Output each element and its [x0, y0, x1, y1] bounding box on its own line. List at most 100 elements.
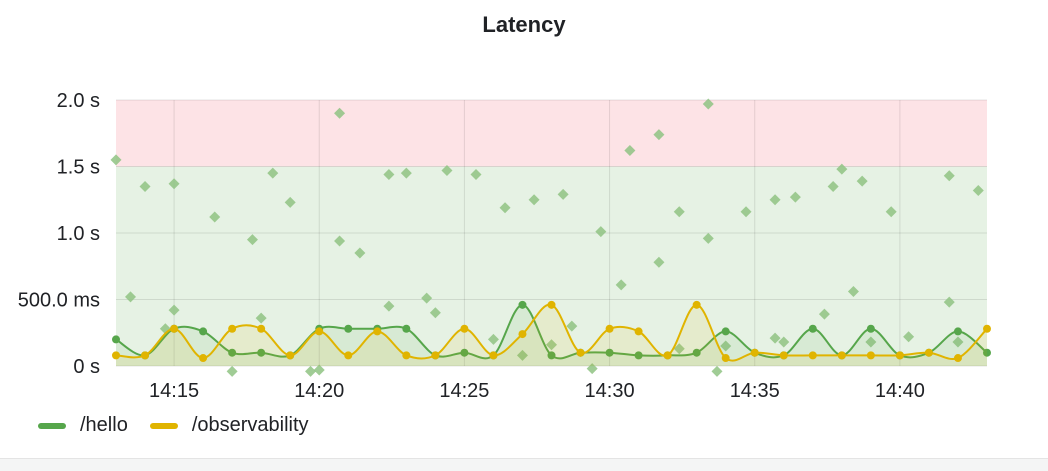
- scatter-point: [836, 163, 848, 175]
- scatter-point: [429, 307, 441, 319]
- scatter-point: [653, 129, 665, 141]
- legend-label: /hello: [80, 414, 128, 436]
- scatter-point: [943, 170, 955, 182]
- legend-swatch: [149, 422, 178, 429]
- scatter-point: [470, 168, 482, 180]
- series-point-1[interactable]: [808, 351, 817, 360]
- x-axis: 14:15 14:20 14:25 14:30 14:35 14:40: [149, 380, 925, 402]
- scatter-point: [246, 234, 258, 246]
- scatter-point: [284, 196, 296, 208]
- series-point-1[interactable]: [547, 300, 556, 309]
- series-point-0[interactable]: [866, 324, 875, 333]
- series-point-1[interactable]: [373, 327, 382, 336]
- series-point-1[interactable]: [489, 351, 498, 360]
- series-point-1[interactable]: [431, 351, 440, 360]
- series-point-1[interactable]: [663, 351, 672, 360]
- panel-footer: [0, 458, 1048, 471]
- series-point-1[interactable]: [170, 324, 179, 333]
- scatter-point: [653, 256, 665, 268]
- scatter-point: [125, 291, 137, 303]
- scatter-point: [487, 333, 499, 345]
- series-point-0[interactable]: [402, 324, 411, 333]
- x-tick-label: 14:35: [730, 380, 780, 402]
- series-point-0[interactable]: [605, 348, 614, 357]
- series-point-0[interactable]: [344, 324, 353, 333]
- scatter-point: [615, 279, 627, 291]
- scatter-point: [856, 175, 868, 187]
- scatter-point: [778, 336, 790, 348]
- series-point-1[interactable]: [460, 324, 469, 333]
- series-point-1[interactable]: [692, 300, 701, 309]
- series-point-1[interactable]: [141, 351, 150, 360]
- series-point-1[interactable]: [895, 351, 904, 360]
- series-point-0[interactable]: [808, 324, 817, 333]
- series-point-0[interactable]: [547, 351, 556, 360]
- series-point-1[interactable]: [837, 351, 846, 360]
- scatter-point: [400, 167, 412, 179]
- scatter-point: [354, 247, 366, 259]
- series-point-1[interactable]: [315, 327, 324, 336]
- series-area-1: [116, 304, 987, 366]
- series-point-0[interactable]: [721, 327, 730, 336]
- scatter-point: [334, 107, 346, 119]
- series-point-0[interactable]: [228, 348, 237, 357]
- scatter-point: [226, 365, 238, 377]
- scatter-point: [827, 180, 839, 192]
- series-point-0[interactable]: [257, 348, 266, 357]
- series-point-1[interactable]: [257, 324, 266, 333]
- series-point-1[interactable]: [576, 348, 585, 357]
- series-point-1[interactable]: [721, 354, 730, 363]
- legend-item-0[interactable]: /hello: [38, 414, 128, 437]
- series-point-1[interactable]: [344, 351, 353, 360]
- scatter-points: [110, 98, 984, 377]
- series-point-0[interactable]: [518, 300, 527, 309]
- series-point-0[interactable]: [983, 348, 991, 357]
- series-point-1[interactable]: [286, 351, 295, 360]
- scatter-point: [255, 312, 267, 324]
- scatter-point: [313, 364, 325, 376]
- scatter-point: [267, 167, 279, 179]
- series-point-0[interactable]: [692, 348, 701, 357]
- series-point-1[interactable]: [112, 351, 120, 360]
- series-point-0[interactable]: [634, 351, 643, 360]
- series-point-1[interactable]: [983, 324, 991, 333]
- legend: /hello/observability: [38, 414, 331, 437]
- series-point-0[interactable]: [199, 327, 208, 336]
- scatter-point: [673, 206, 685, 218]
- series-lines: [112, 300, 991, 366]
- x-tick-label: 14:40: [875, 380, 925, 402]
- x-tick-label: 14:30: [585, 380, 635, 402]
- series-point-1[interactable]: [953, 354, 962, 363]
- y-axis: 0 s 500.0 ms 1.0 s 1.5 s 2.0 s: [18, 90, 100, 378]
- series-point-1[interactable]: [518, 330, 527, 339]
- scatter-point: [943, 296, 955, 308]
- series-point-1[interactable]: [866, 351, 875, 360]
- series-point-0[interactable]: [953, 327, 962, 336]
- scatter-point: [818, 308, 830, 320]
- series-point-1[interactable]: [199, 354, 208, 363]
- y-tick-label: 1.5 s: [57, 157, 100, 179]
- series-point-1[interactable]: [750, 348, 759, 357]
- series-point-1[interactable]: [634, 327, 643, 336]
- series-point-0[interactable]: [112, 335, 120, 344]
- legend-item-1[interactable]: /observability: [149, 414, 309, 437]
- scatter-point: [769, 194, 781, 206]
- scatter-point: [789, 191, 801, 203]
- series-point-1[interactable]: [605, 324, 614, 333]
- series-point-1[interactable]: [228, 324, 237, 333]
- series-point-0[interactable]: [460, 348, 469, 357]
- y-tick-label: 1.0 s: [57, 223, 100, 245]
- legend-swatch: [38, 422, 66, 429]
- scatter-point: [769, 332, 781, 344]
- y-tick-label: 2.0 s: [57, 90, 100, 112]
- series-point-1[interactable]: [779, 351, 788, 360]
- y-tick-label: 500.0 ms: [18, 290, 100, 312]
- scatter-point: [711, 365, 723, 377]
- scatter-point: [516, 349, 528, 361]
- series-area-0: [116, 304, 987, 366]
- scatter-point: [528, 194, 540, 206]
- series-point-1[interactable]: [402, 351, 411, 360]
- series-point-1[interactable]: [924, 348, 933, 357]
- scatter-point: [421, 292, 433, 304]
